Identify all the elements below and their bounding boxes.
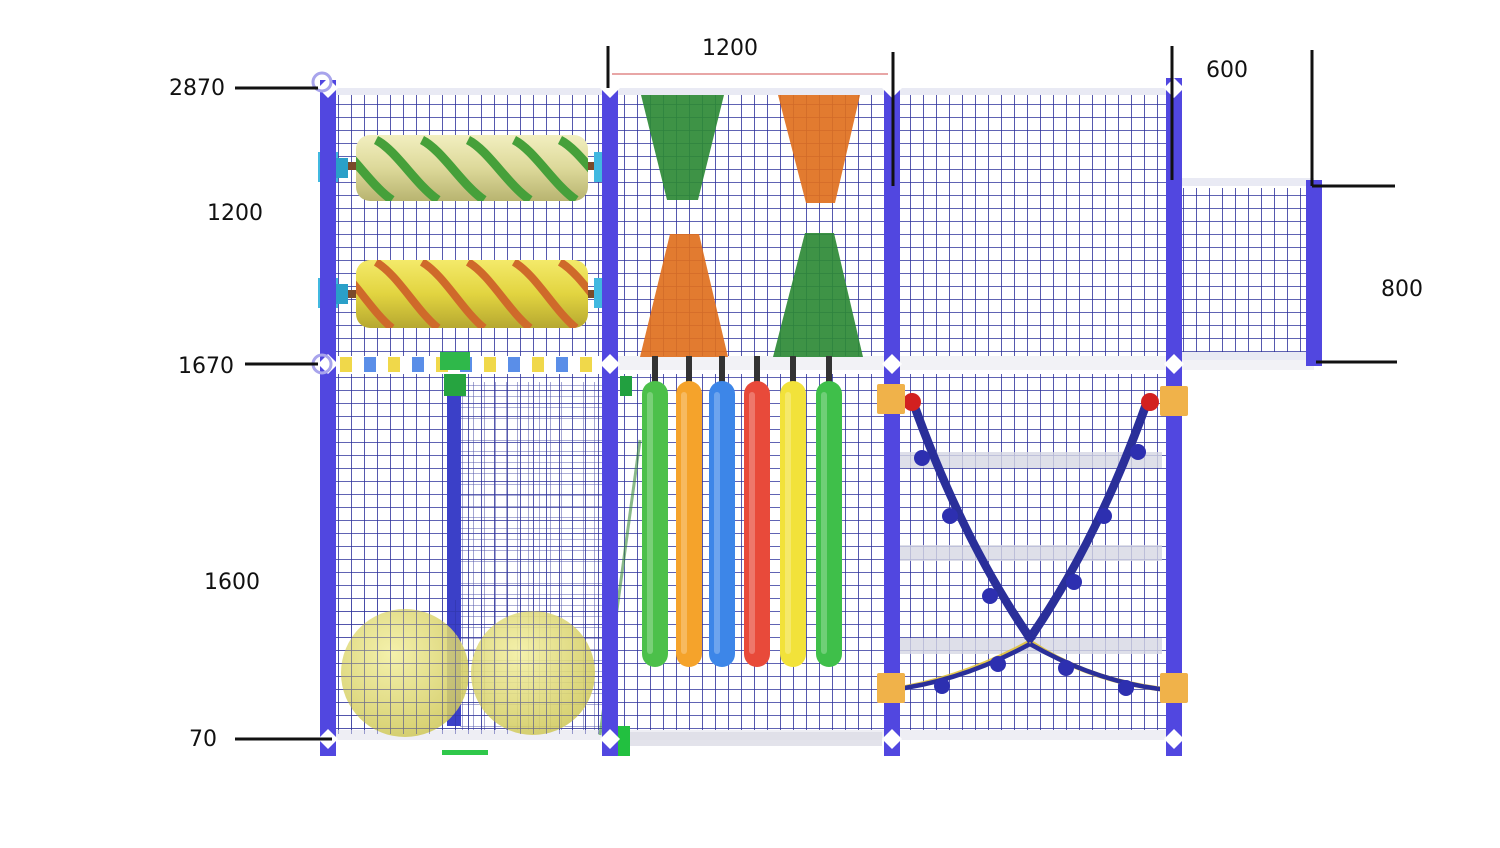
punching-pad-3	[709, 356, 735, 667]
corner-brackets	[877, 384, 1188, 703]
punching-pad-6	[816, 356, 842, 667]
dim-lower-section: 1600	[204, 570, 260, 595]
dim-top-width: 1200	[702, 36, 758, 61]
dim-base-height: 70	[189, 727, 217, 752]
dim-mid-height: 1670	[178, 354, 234, 379]
dim-extension-width: 600	[1206, 58, 1248, 83]
cone-orange-bottom	[640, 234, 728, 357]
punching-pads	[642, 356, 842, 667]
punching-pad-1	[642, 356, 668, 667]
net-upper-right	[892, 92, 1170, 362]
roller-orange-stripes	[318, 260, 614, 328]
dim-top-height: 2870	[169, 76, 225, 101]
punching-pad-4	[744, 356, 770, 667]
net-extension	[1178, 188, 1312, 358]
punching-pad-5	[780, 356, 806, 667]
cone-orange-top	[778, 95, 860, 203]
dim-upper-section: 1200	[207, 201, 263, 226]
frame-posts	[318, 78, 1322, 756]
dimension-lines	[235, 46, 1397, 741]
x-rope-net	[889, 393, 1171, 696]
cone-obstacles	[640, 95, 863, 357]
cone-green-top	[641, 95, 724, 200]
punching-pad-2	[676, 356, 702, 667]
cone-green-bottom	[773, 233, 863, 357]
balls	[332, 600, 608, 737]
dim-extension-height: 800	[1381, 277, 1423, 302]
